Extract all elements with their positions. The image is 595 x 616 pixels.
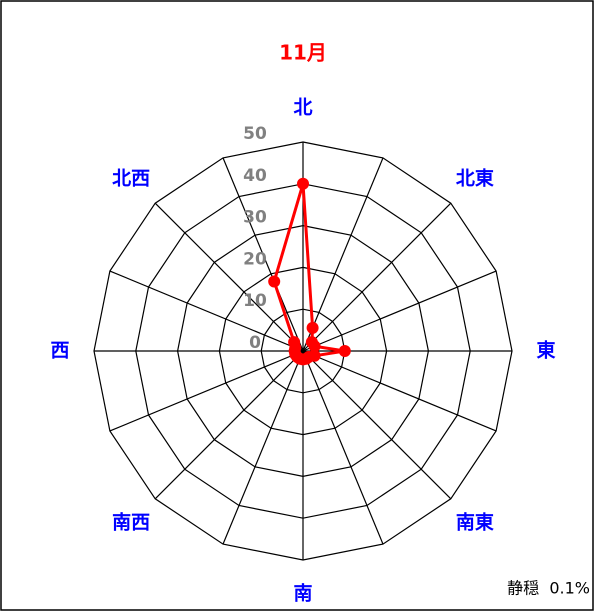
axis-label: 西: [50, 340, 69, 362]
axis-label: 東: [536, 339, 555, 362]
spoke: [109, 270, 304, 352]
spoke: [109, 350, 304, 432]
spoke: [302, 350, 452, 500]
y-tick-label: 10: [243, 291, 267, 311]
spoke: [302, 350, 384, 545]
point: [338, 345, 351, 357]
spoke: [222, 157, 304, 352]
spoke: [302, 202, 452, 352]
y-tick-label: 50: [243, 124, 267, 144]
spoke: [154, 202, 304, 352]
axis-label: 北: [293, 97, 312, 119]
point: [297, 177, 309, 190]
axis-label: 北東: [456, 167, 494, 190]
axis-label: 南: [293, 583, 312, 605]
axis-label: 南西: [112, 511, 150, 533]
y-tick-label: 0: [249, 333, 261, 353]
axis-label: 南東: [456, 510, 494, 533]
y-tick-label: 40: [243, 166, 267, 186]
point: [268, 275, 281, 288]
y-tick-label: 30: [243, 208, 267, 228]
spoke: [302, 157, 384, 352]
point: [306, 321, 319, 334]
spoke: [302, 350, 497, 432]
spoke: [222, 350, 304, 545]
point: [308, 340, 321, 353]
chart-title: 11月: [279, 41, 327, 65]
annotation: 静穏 0.1%: [507, 579, 590, 598]
point: [288, 336, 301, 349]
spoke: [154, 350, 304, 500]
axis-label: 北西: [112, 168, 150, 190]
spoke: [302, 270, 497, 352]
y-tick-label: 20: [243, 249, 267, 269]
